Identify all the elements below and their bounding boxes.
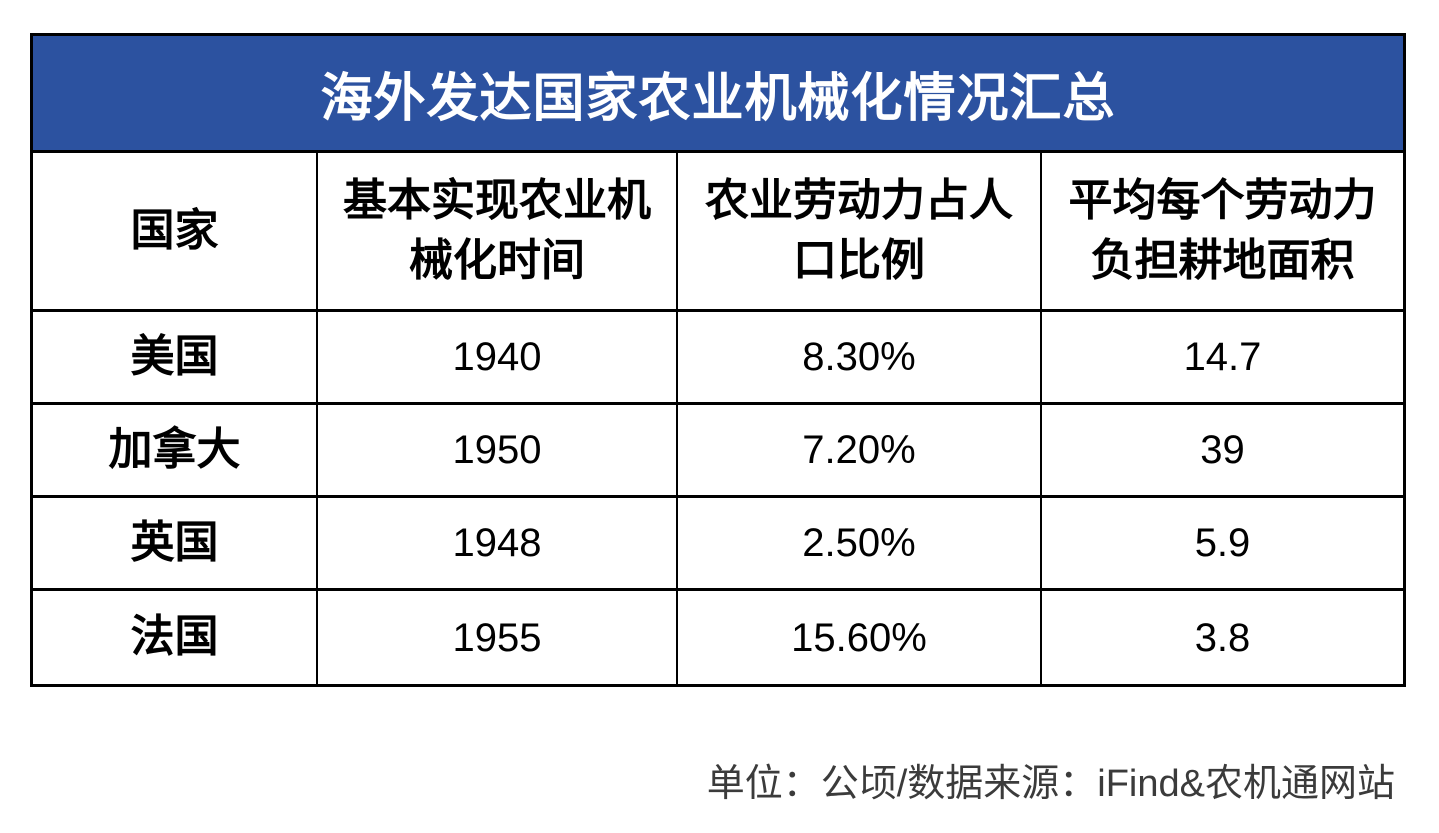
mechanization-summary-table: 海外发达国家农业机械化情况汇总 国家 基本实现农业机 械化时间 农业劳动力占人 … [30, 33, 1406, 687]
cell-country-canada: 加拿大 [33, 405, 318, 498]
table-title-bar: 海外发达国家农业机械化情况汇总 [33, 36, 1403, 153]
cell-year-canada: 1950 [318, 405, 678, 498]
cell-country-usa: 美国 [33, 312, 318, 405]
cell-land-area-usa: 14.7 [1042, 312, 1403, 405]
header-mechanization-year: 基本实现农业机 械化时间 [318, 153, 678, 312]
cell-labor-share-canada: 7.20% [678, 405, 1042, 498]
header-land-area-line2: 负担耕地面积 [1090, 236, 1355, 285]
cell-labor-share-france: 15.60% [678, 591, 1042, 684]
cell-year-france: 1955 [318, 591, 678, 684]
header-land-area: 平均每个劳动力 负担耕地面积 [1042, 153, 1403, 312]
header-labor-share-line1: 农业劳动力占人 [705, 176, 1013, 225]
cell-land-area-canada: 39 [1042, 405, 1403, 498]
cell-land-area-france: 3.8 [1194, 615, 1251, 660]
header-mechanization-year-line2: 械化时间 [409, 236, 585, 285]
header-country-line1: 国家 [130, 206, 219, 255]
header-country: 国家 [33, 153, 318, 312]
cell-labor-share-usa: 8.30% [678, 312, 1042, 405]
cell-country-uk: 英国 [33, 498, 318, 591]
header-labor-share-line2: 口比例 [793, 236, 925, 285]
header-mechanization-year-line1: 基本实现农业机 [343, 176, 651, 225]
cell-country-france: 法国 [33, 591, 318, 684]
cell-year-uk: 1948 [318, 498, 678, 591]
header-labor-share: 农业劳动力占人 口比例 [678, 153, 1042, 312]
cell-year-usa: 1940 [318, 312, 678, 405]
table-grid: 国家 基本实现农业机 械化时间 农业劳动力占人 口比例 平均每个劳动力 负担耕地… [33, 153, 1403, 684]
header-land-area-line1: 平均每个劳动力 [1068, 176, 1377, 225]
table-title: 海外发达国家农业机械化情况汇总 [320, 69, 1116, 128]
cell-labor-share-uk: 2.50% [678, 498, 1042, 591]
unit-and-source-note: 单位：公顷/数据来源：iFind&农机通网站 [706, 763, 1395, 805]
cell-land-area-uk: 5.9 [1042, 498, 1403, 591]
